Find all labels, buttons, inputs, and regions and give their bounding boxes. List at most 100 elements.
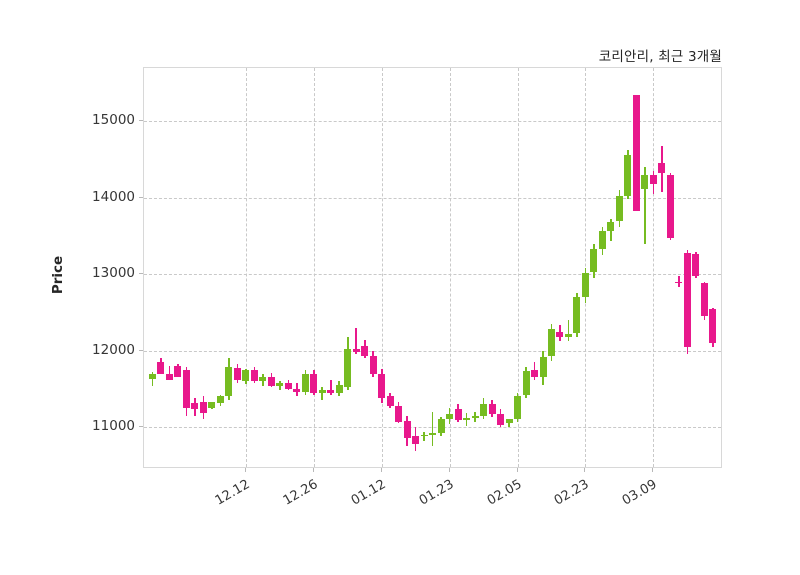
gridline-vertical [517,68,519,467]
candle-body [607,222,615,232]
candle-body [522,371,530,395]
x-tick-mark [448,468,450,472]
y-tick-mark [139,120,143,122]
x-tick-mark [584,468,586,472]
candle-body [174,365,182,378]
candle-wick [678,275,680,288]
candle-body [225,367,233,397]
gridline-vertical [381,68,383,467]
candle-body [182,369,190,408]
plot-area [143,67,722,468]
gridline-vertical [653,68,655,467]
x-tick-label: 01.12 [348,477,389,509]
candle-body [573,297,581,334]
candle-wick [567,320,570,341]
candle-wick [321,386,324,401]
gridline-vertical [313,68,315,467]
gridline-vertical [585,68,587,467]
y-tick-label: 14000 [92,188,135,205]
x-tick-mark [312,468,314,472]
candle-body [548,329,555,356]
candle-body [429,433,437,435]
candle-body [463,417,471,421]
candle-body [420,434,428,437]
y-tick-mark [139,196,143,198]
candle-body [624,155,632,196]
candle-body [403,420,411,439]
y-tick-mark [139,425,143,427]
candle-body [216,396,224,403]
candle-body [590,249,598,272]
y-tick-mark [139,349,143,351]
candle-wick [168,365,171,380]
candle-body [327,389,335,394]
candle-body [514,396,522,420]
candle-body [344,349,352,387]
candle-body [369,355,377,374]
y-axis-label: Price [50,255,66,295]
candle-body [191,402,199,410]
candle-body [301,373,309,392]
x-tick-label: 12.26 [280,477,321,509]
candle-body [318,389,326,393]
candle-body [242,370,250,382]
candle-body [208,401,216,408]
candle-body [361,346,369,356]
gridline-vertical [449,68,451,467]
gridline-horizontal [144,197,721,199]
candle-body [658,163,666,174]
candle-wick [151,371,154,387]
candle-wick [329,379,332,395]
candle-body [598,231,606,250]
y-tick-label: 11000 [92,417,135,434]
candle-wick [355,327,358,355]
candle-body [471,415,479,418]
candle-body [666,174,674,239]
y-tick-mark [139,273,143,275]
x-tick-mark [380,468,382,472]
candle-wick [644,167,646,244]
candle-body [284,383,292,389]
chart-title: 코리안리, 최근 3개월 [598,49,722,65]
x-tick-label: 02.23 [552,477,592,509]
candle-body [683,252,691,347]
candle-body [250,370,258,382]
plot-clip-region [144,68,721,467]
candle-wick [279,381,281,391]
candle-body [335,384,343,394]
x-tick-label: 01.23 [416,477,457,509]
candle-body [386,396,394,407]
candle-body [692,253,700,276]
candle-body [157,362,165,374]
candle-wick [431,411,434,447]
candle-body [632,95,640,211]
y-tick-label: 13000 [92,265,135,282]
candle-body [437,419,445,434]
gridline-horizontal [144,350,721,352]
candle-body [233,368,241,380]
candle-body [199,401,207,414]
candle-body [488,404,496,414]
x-tick-mark [652,468,654,472]
x-tick-mark [516,468,518,472]
candle-body [310,373,318,393]
candle-body [454,409,462,421]
candle-body [641,174,649,189]
candle-body [395,406,403,422]
candle-body [564,333,572,337]
candle-body [165,373,173,380]
candle-body [700,283,708,317]
candle-body [539,356,547,378]
candle-body [709,308,717,343]
x-tick-label: 02.05 [484,477,525,509]
candle-body [675,281,683,284]
candle-body [412,436,420,444]
gridline-horizontal [144,274,721,276]
x-tick-label: 12.12 [212,477,253,509]
y-tick-label: 15000 [92,112,135,129]
gridline-vertical [245,68,247,467]
candle-body [497,414,505,425]
candle-body [276,383,284,386]
candle-body [480,404,488,416]
